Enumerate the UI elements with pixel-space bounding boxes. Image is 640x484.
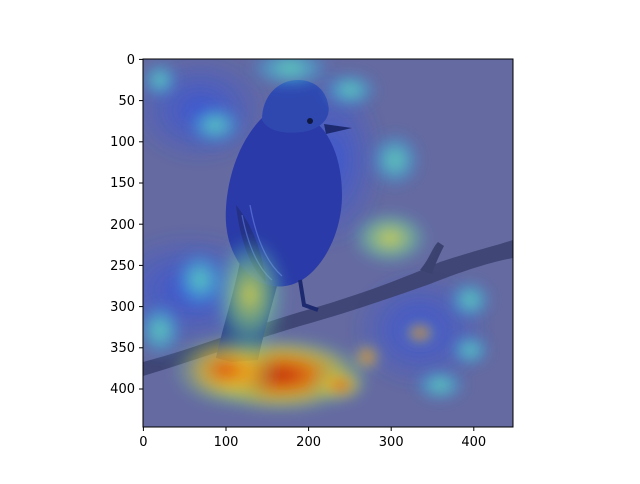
y-tick-label: 400: [110, 382, 135, 397]
image-area: [143, 59, 513, 427]
y-tick-label: 200: [110, 218, 135, 233]
axes-frame: [142, 58, 514, 428]
y-tick-label: 250: [110, 259, 135, 274]
x-tick-label: 200: [296, 435, 321, 450]
y-tick-label: 100: [110, 135, 135, 150]
x-tick-label: 400: [461, 435, 486, 450]
x-axis: 0 100 200 300 400: [139, 427, 486, 450]
y-tick-label: 300: [110, 300, 135, 315]
x-tick-label: 100: [214, 435, 239, 450]
x-tick-label: 300: [379, 435, 404, 450]
x-tick-label: 0: [139, 435, 147, 450]
y-tick-label: 350: [110, 341, 135, 356]
heatmap-overlay: [143, 59, 494, 415]
y-tick-label: 150: [110, 176, 135, 191]
y-axis: 0 50 100 150 200 250 300 350 400: [110, 53, 143, 397]
y-tick-label: 0: [127, 53, 135, 68]
y-tick-label: 50: [118, 94, 135, 109]
